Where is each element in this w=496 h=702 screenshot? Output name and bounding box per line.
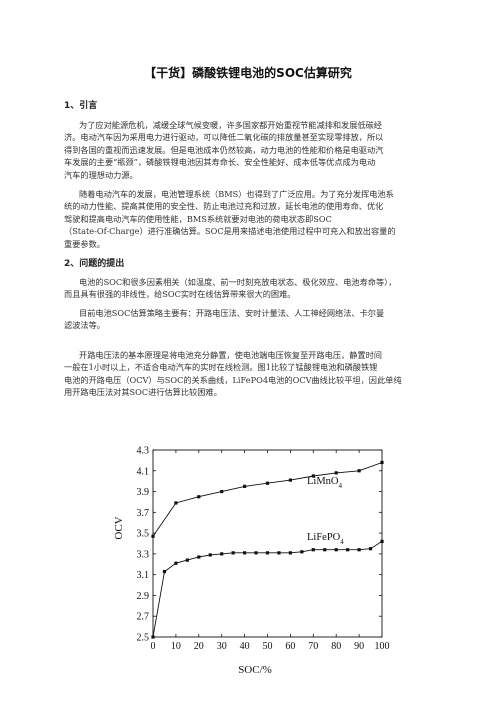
text-line: （State-Of-Charge）进行准确估算。SOC是用来描述电池使用过程中可… <box>64 226 396 237</box>
x-tick-label: 10 <box>171 641 181 652</box>
text-line: 重要参数。 <box>64 238 105 249</box>
text-line: 目前电池SOC估算策略主要有：开路电压法、安时计量法、人工神经网络法、卡尔曼 <box>79 308 385 318</box>
data-point <box>243 484 247 488</box>
data-point <box>231 551 235 555</box>
text-line: 一般在1小时以上，不适合电动汽车的实时在线检测。图1比较了锰酸锂电池和磷酸铁锂 <box>64 362 378 373</box>
data-point <box>346 548 350 552</box>
data-point <box>288 478 292 482</box>
legend-label-lifepo4: LiFePO4 <box>307 532 344 546</box>
text-line: 随着电动汽车的发展，电池管理系统（BMS）也得到了广泛应用。为了充分发挥电池系 <box>79 189 394 199</box>
data-point <box>277 551 281 555</box>
x-tick-label: 90 <box>354 641 364 652</box>
series-line-lifepo4 <box>152 541 383 638</box>
y-tick-label: 3.3 <box>137 549 150 560</box>
text-line: 车发展的主要“瓶颈”，磷酸铁锂电池因其寿命长、安全性能好、成本低等优点成为电动 <box>64 157 376 168</box>
x-tick-label: 0 <box>151 641 156 652</box>
data-point <box>311 548 315 552</box>
y-tick-label: 4.1 <box>137 466 150 477</box>
data-point <box>208 553 212 557</box>
data-point <box>174 501 178 505</box>
data-point <box>288 551 292 555</box>
x-tick-label: 30 <box>217 641 227 652</box>
text-line: 济。电动汽车因为采用电力进行驱动，可以降低二氧化碳的排放量甚至实现零排放，所以 <box>64 132 384 143</box>
x-tick-label: 20 <box>194 641 204 652</box>
y-tick-label: 2.7 <box>137 612 150 623</box>
x-axis-label: SOC/% <box>238 664 272 676</box>
data-point <box>162 569 167 574</box>
x-tick-label: 40 <box>240 641 250 652</box>
data-point <box>185 558 189 562</box>
y-tick-label: 3.7 <box>137 508 150 519</box>
y-axis-label: OCV <box>115 516 125 539</box>
y-tick-label: 2.5 <box>137 633 150 644</box>
text-line: 驾驶和提高电动汽车的使用性能，BMS系统就要对电池的荷电状态即SOC <box>64 213 332 224</box>
data-point <box>334 471 338 475</box>
data-point <box>265 551 270 555</box>
data-point <box>151 534 155 538</box>
data-point <box>380 460 384 465</box>
paragraph-problem-1: 电池的SOC和很多因素相关（如温度、前一时刻充放电状态、极化效应、电池寿命等），… <box>64 276 436 301</box>
text-line: 统的动力性能、提高其使用的安全性、防止电池过充和过放，延长电池的使用寿命、优化 <box>64 201 384 212</box>
data-point <box>254 551 258 555</box>
data-point <box>174 561 178 565</box>
x-tick-label: 80 <box>331 641 341 652</box>
ocv-soc-chart: 0 10 20 30 40 50 60 70 80 90 100 2.5 2.7 2.9 3.1 3.3 3.5… <box>115 446 390 677</box>
text-line: 滤波法等。 <box>64 320 105 331</box>
paragraph-problem-2: 目前电池SOC估算策略主要有：开路电压法、安时计量法、人工神经网络法、卡尔曼 滤… <box>64 307 436 332</box>
legend-label-limno4: LiMnO4 <box>307 476 343 490</box>
data-point <box>323 548 327 552</box>
text-line: 得到各国的重视而迅速发展。但是电池成本仍然较高，动力电池的性能和价格是电驱动汽 <box>64 144 384 155</box>
x-tick-label: 50 <box>263 641 273 652</box>
x-tick-label: 100 <box>375 641 390 652</box>
data-point <box>197 555 201 559</box>
y-tick-label: 3.1 <box>137 570 150 581</box>
plot-frame <box>152 449 383 638</box>
text-line: 汽车的理想动力源。 <box>64 169 138 180</box>
data-point <box>311 474 315 478</box>
paragraph-intro-1: 为了应对能源危机，减缓全球气候变暖，许多国家都开始重视节能减排和发展低碳经 济。… <box>64 119 436 181</box>
y-tick-label: 3.9 <box>137 487 150 498</box>
data-point <box>368 547 373 551</box>
data-point <box>197 495 201 499</box>
section-heading-introduction: 1、引言 <box>64 101 98 111</box>
paragraph-intro-2: 随着电动汽车的发展，电池管理系统（BMS）也得到了广泛应用。为了充分发挥电池系 … <box>64 188 436 250</box>
text-line: 而且具有很强的非线性，给SOC实时在线估算带来很大的困难。 <box>64 289 296 300</box>
data-point <box>220 552 224 556</box>
data-point <box>357 469 361 473</box>
x-tick-label: 60 <box>285 641 295 652</box>
paragraph-problem-3: 开路电压法的基本原理是将电池充分静置，使电池端电压恢复至开路电压，静置时间 一般… <box>64 349 436 399</box>
y-tick-label: 3.5 <box>137 529 150 540</box>
section-heading-problem: 2、问题的提出 <box>64 259 125 269</box>
text-line: 用开路电压法对其SOC进行估算比较困难。 <box>64 387 222 398</box>
x-tick-label: 70 <box>308 641 318 652</box>
text-line: 电池的SOC和很多因素相关（如温度、前一时刻充放电状态、极化效应、电池寿命等）， <box>79 277 397 287</box>
document-title: 【干货】磷酸铁锂电池的SOC估算研究 <box>144 66 352 80</box>
text-line: 为了应对能源危机，减缓全球气候变暖，许多国家都开始重视节能减排和发展低碳经 <box>79 120 382 130</box>
y-tick-label: 2.9 <box>137 591 150 602</box>
data-point <box>300 550 304 554</box>
data-point <box>151 635 155 639</box>
chart-ticks: 0 10 20 30 40 50 60 70 80 90 100 2.5 2.7 2.9 3.1 3.3 3.5… <box>137 446 390 653</box>
data-point <box>380 539 384 544</box>
data-point <box>334 548 338 552</box>
data-point <box>243 551 247 555</box>
text-line: 开路电压法的基本原理是将电池充分静置，使电池端电压恢复至开路电压，静置时间 <box>79 350 382 360</box>
text-line: 电池的开路电压（OCV）与SOC的关系曲线，LiFePO4电池的OCV曲线比较平… <box>64 374 402 385</box>
chart-axes <box>152 449 383 638</box>
chart-series <box>151 460 384 639</box>
series-line-limno4 <box>152 462 383 537</box>
data-point <box>357 548 361 552</box>
data-point <box>220 489 224 494</box>
data-point <box>265 481 270 485</box>
y-tick-label: 4.3 <box>137 446 150 457</box>
